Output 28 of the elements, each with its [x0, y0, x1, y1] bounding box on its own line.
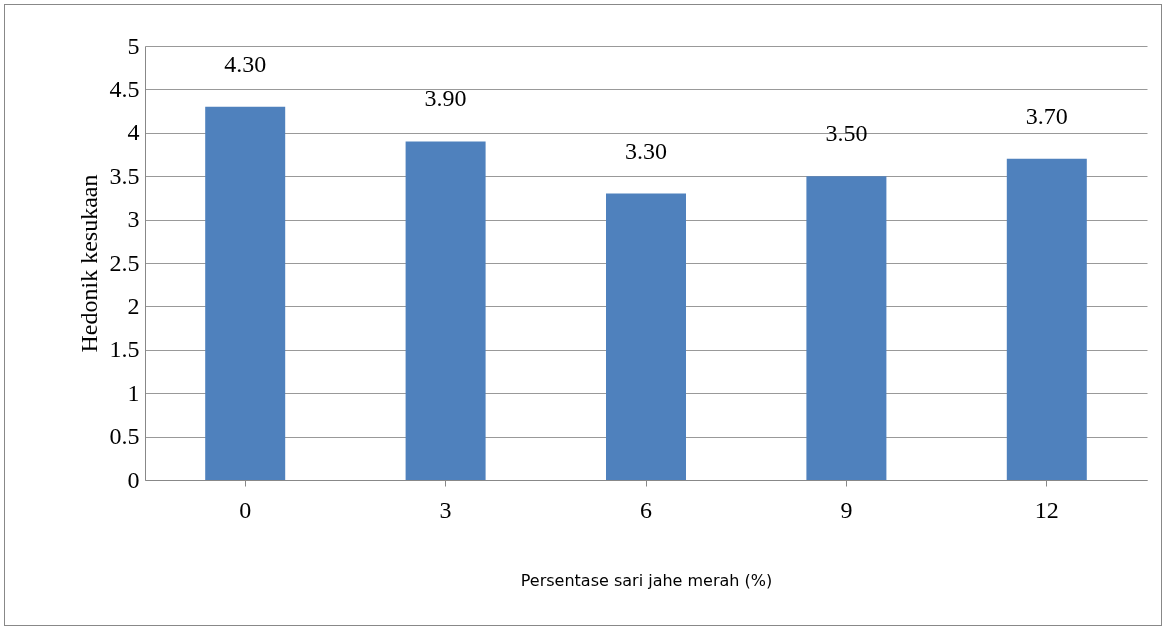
x-tick-label: 9	[840, 496, 853, 523]
bar	[806, 176, 887, 480]
y-tick-label: 2	[127, 292, 140, 319]
bar	[606, 193, 686, 480]
y-tick-label: 5	[127, 32, 140, 59]
y-tick-label: 0.5	[109, 423, 140, 450]
data-label: 3.90	[424, 85, 467, 112]
y-tick-label: 1	[127, 379, 140, 406]
y-tick-label: 0	[127, 466, 140, 493]
y-tick-label: 4	[127, 119, 140, 146]
data-label: 3.30	[625, 137, 667, 164]
x-tick-label: 6	[640, 496, 652, 523]
data-label: 3.70	[1025, 102, 1068, 129]
x-tick-label: 3	[439, 496, 452, 523]
data-label: 4.30	[224, 50, 267, 77]
bar	[205, 106, 286, 480]
y-tick-label: 4.5	[109, 75, 140, 102]
x-tick-label: 12	[1034, 496, 1059, 523]
bar	[1006, 158, 1087, 480]
bar	[405, 141, 486, 480]
x-axis-title: Persentase sari jahe merah (%)	[520, 570, 773, 590]
data-label: 3.50	[825, 120, 868, 147]
y-tick-label: 1.5	[109, 336, 140, 363]
y-tick-label: 3.5	[109, 162, 140, 189]
y-tick-label: 3	[127, 206, 140, 233]
x-tick-label: 0	[239, 496, 252, 523]
y-axis-title: Hedonik kesukaan	[75, 174, 102, 353]
y-tick-label: 2.5	[109, 249, 140, 276]
